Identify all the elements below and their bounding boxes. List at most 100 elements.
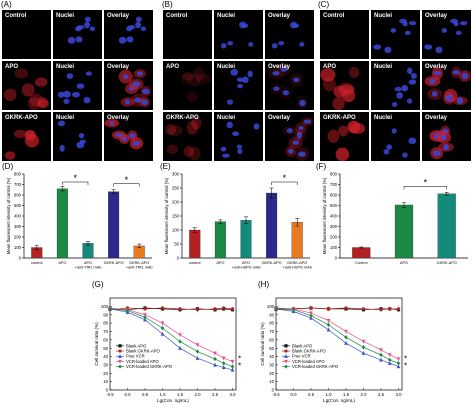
error-bar	[218, 219, 223, 224]
y-tick-label: 300	[330, 224, 338, 229]
data-point	[143, 317, 147, 322]
panel-label-g: (G)	[92, 280, 104, 289]
category-label: GKRK-APO	[104, 261, 124, 265]
micrograph-tile: APO	[320, 61, 369, 110]
panel-label-h: (H)	[258, 280, 270, 289]
data-point	[274, 306, 278, 311]
data-point	[213, 362, 217, 367]
category-label: APO	[400, 261, 408, 265]
x-tick-label: 1.0	[326, 392, 333, 397]
data-point	[230, 359, 235, 364]
plot-frame	[275, 297, 403, 391]
bar	[108, 191, 120, 259]
data-point	[178, 346, 182, 350]
category-label: GKRK-APO	[129, 261, 149, 265]
category-label: +anti-TfR1 mAb	[126, 265, 153, 269]
error-bar	[444, 192, 449, 196]
data-point	[221, 356, 226, 361]
significance-bracket	[403, 186, 447, 190]
data-point	[284, 359, 288, 364]
data-point	[118, 349, 122, 353]
y-tick-label: 30	[103, 363, 108, 368]
data-point	[284, 354, 288, 358]
y-tick-label: 10	[103, 379, 108, 384]
panel-label-d: (D)	[2, 162, 14, 171]
micrograph-label: APO	[323, 64, 337, 70]
data-point	[160, 326, 165, 331]
x-tick-label: -0.5	[272, 392, 280, 397]
y-axis-label: Mean fluorescent intensity of control (%…	[164, 177, 169, 254]
micrograph-tile: GKRK-APO	[163, 112, 212, 161]
y-tick-label: 50	[103, 346, 108, 351]
data-point	[213, 357, 217, 362]
data-point	[213, 307, 217, 311]
data-point	[396, 307, 401, 311]
category-label: APO	[216, 261, 224, 265]
category-label: control	[31, 261, 43, 265]
x-tick-label: 2.0	[195, 392, 202, 397]
data-point	[118, 359, 122, 364]
micrograph-tile: Overlay	[104, 61, 153, 110]
data-point	[326, 322, 331, 327]
micrograph-grid-c: Control Nuclei Overlay APO Nuclei Overlay GKRK…	[320, 10, 471, 161]
micrograph-tile: Nuclei	[53, 10, 102, 59]
x-tick-label: 1.5	[177, 392, 184, 397]
category-label: +anti-HSPG mAb	[231, 265, 260, 269]
y-axis-label: Mean fluorescent intensity of control (%…	[6, 177, 11, 254]
y-tick-label: 80	[103, 321, 108, 326]
micrograph-label: Control	[5, 13, 27, 19]
legend-label: Free VCR	[292, 354, 311, 359]
legend-label: Blank GKRK-APO	[126, 349, 160, 354]
y-tick-label: 60	[269, 337, 274, 342]
panel-label-e: (E)	[160, 162, 171, 171]
data-point	[143, 307, 147, 311]
significance-star: *	[283, 173, 287, 183]
y-tick-label: 70	[269, 329, 274, 334]
line-chart-h: 0 10 20 30 40 50 60 70 80 90 100 -0.5 0.0 0.5 1.0 1.5 2.…	[260, 297, 407, 403]
data-point	[195, 349, 200, 354]
data-point	[291, 307, 296, 312]
data-point	[230, 367, 235, 372]
y-tick-label: 600	[14, 193, 22, 198]
data-point	[284, 344, 288, 348]
legend-label: Blank APO	[292, 343, 313, 348]
micrograph-label: Nuclei	[374, 13, 393, 19]
category-label: GKRK-APO	[287, 261, 307, 265]
x-tick-label: 3.0	[396, 392, 403, 397]
data-point	[160, 321, 165, 326]
micrograph-label: Overlay	[107, 13, 130, 19]
y-tick-label: 400	[330, 214, 338, 219]
data-point	[195, 343, 200, 347]
significance-star: *	[238, 362, 241, 371]
legend-label: Blank GKRK-APO	[292, 349, 326, 354]
micrograph-label: APO	[5, 64, 19, 70]
data-point	[344, 335, 348, 340]
data-point	[178, 307, 182, 311]
micrograph-label: Nuclei	[374, 115, 393, 121]
data-point	[230, 307, 235, 311]
micrograph-label: GKRK-APO	[166, 115, 199, 121]
data-point	[118, 364, 122, 369]
micrograph-label: GKRK-APO	[323, 115, 356, 121]
data-point	[379, 348, 383, 352]
y-tick-label: 40	[269, 354, 274, 359]
error-bar	[402, 202, 406, 208]
error-bar	[60, 186, 65, 192]
micrograph-tile: APO	[163, 61, 212, 110]
data-point	[396, 364, 401, 369]
x-tick-label: -0.5	[106, 392, 114, 397]
micrograph-label: Nuclei	[217, 64, 236, 70]
category-label: APO	[84, 261, 92, 265]
data-point	[309, 316, 313, 320]
y-tick-label: 0	[106, 388, 109, 393]
x-tick-label: 0.0	[125, 392, 132, 397]
micrograph-tile: Overlay	[104, 10, 153, 59]
category-label: APO	[242, 261, 250, 265]
y-tick-label: 0	[19, 256, 22, 261]
micrograph-tile: Nuclei	[214, 61, 263, 110]
micrograph-tile: APO	[2, 61, 51, 110]
y-tick-label: 100	[172, 228, 180, 233]
